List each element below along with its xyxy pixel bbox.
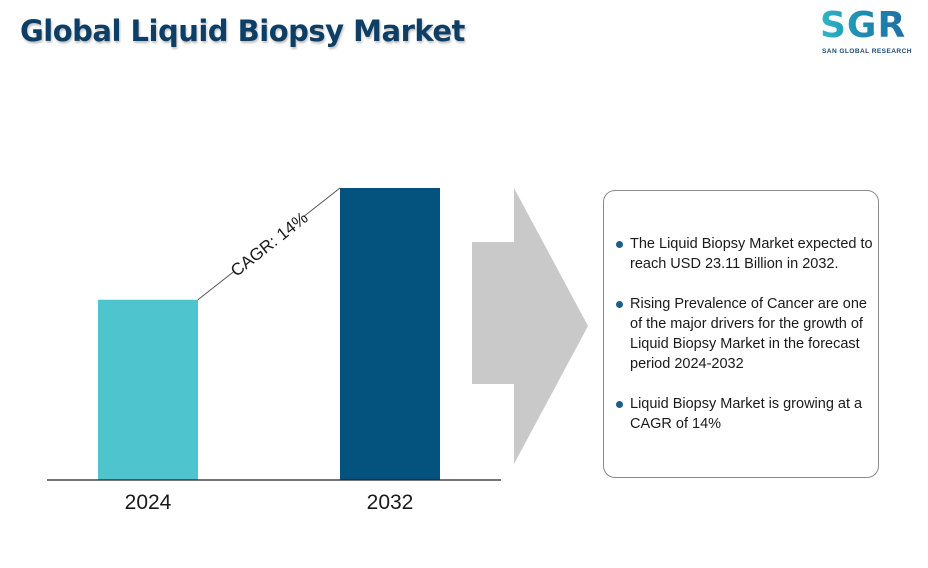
bar-chart: 2024 2032 CAGR: 14% — [47, 187, 501, 514]
bar-2024 — [98, 299, 198, 480]
sgr-logo: SGR SAN GLOBAL RESEARCH — [818, 6, 920, 58]
bullet-text: Rising Prevalence of Cancer are one of t… — [630, 296, 867, 372]
bullet-dot-icon — [616, 401, 623, 408]
arrow-shape — [472, 188, 588, 464]
bullet-item: Rising Prevalence of Cancer are one of t… — [616, 294, 874, 374]
bullet-list: The Liquid Biopsy Market expected to rea… — [616, 234, 874, 454]
x-tick-label: 2024 — [125, 491, 172, 514]
bullet-dot-icon — [616, 241, 623, 248]
bullet-dot-icon — [616, 301, 623, 308]
x-tick-label: 2032 — [367, 491, 414, 514]
logo-letters: SGR — [820, 5, 907, 46]
page-title: Global Liquid Biopsy Market — [20, 14, 465, 48]
logo-subtitle: SAN GLOBAL RESEARCH — [822, 48, 912, 55]
bullet-text: Liquid Biopsy Market is growing at a CAG… — [630, 396, 863, 432]
cagr-label-background — [226, 206, 311, 280]
bullet-text: The Liquid Biopsy Market expected to rea… — [630, 236, 873, 272]
cagr-annotation: CAGR: 14% — [227, 208, 312, 280]
bullet-item: The Liquid Biopsy Market expected to rea… — [616, 234, 874, 274]
bar-2032 — [340, 188, 440, 480]
info-box: The Liquid Biopsy Market expected to rea… — [603, 190, 879, 478]
right-arrow-icon — [472, 188, 588, 464]
bullet-item: Liquid Biopsy Market is growing at a CAG… — [616, 394, 874, 434]
